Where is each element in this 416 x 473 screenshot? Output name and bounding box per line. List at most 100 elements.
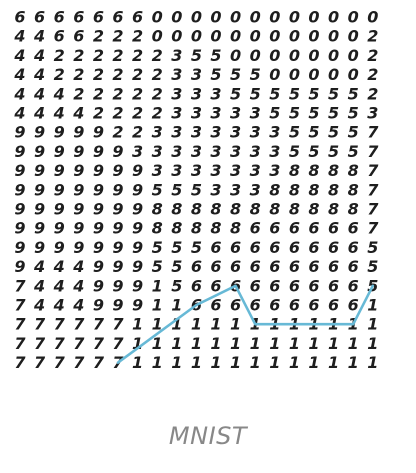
digit-cell: 9 <box>14 257 25 276</box>
digit-cell: 4 <box>33 27 45 46</box>
digit-cell: 3 <box>191 104 202 123</box>
digit-cell: 1 <box>171 334 182 353</box>
digit-cell: 6 <box>250 276 261 295</box>
digit-cell: 2 <box>132 84 143 103</box>
digit-cell: 7 <box>367 200 379 219</box>
digit-cell: 3 <box>210 123 221 142</box>
digit-cell: 7 <box>14 296 26 315</box>
digit-cell: 1 <box>210 315 221 334</box>
digit-cell: 9 <box>73 219 84 238</box>
digit-cell: 7 <box>367 161 379 180</box>
digit-cell: 9 <box>132 200 143 219</box>
digit-cell: 2 <box>112 27 123 46</box>
digit-cell: 5 <box>308 142 319 161</box>
digit-cell: 6 <box>308 257 319 276</box>
digit-cell: 3 <box>171 46 182 65</box>
digit-cell: 3 <box>210 180 221 199</box>
digit-cell: 0 <box>328 65 339 84</box>
digit-cell: 0 <box>308 46 319 65</box>
digit-cell: 3 <box>152 123 163 142</box>
digit-cell: 6 <box>269 238 280 257</box>
digit-cell: 8 <box>348 161 359 180</box>
digit-cell: 5 <box>328 123 339 142</box>
digit-cell: 5 <box>250 65 261 84</box>
digit-cell: 4 <box>72 104 84 123</box>
digit-cell: 7 <box>367 123 379 142</box>
digit-cell: 5 <box>348 84 359 103</box>
digit-cell: 6 <box>210 276 221 295</box>
digit-cell: 4 <box>13 65 25 84</box>
digit-cell: 9 <box>73 142 84 161</box>
digit-cell: 7 <box>34 334 46 353</box>
digit-cell: 3 <box>171 84 182 103</box>
digit-cell: 6 <box>54 8 65 27</box>
digit-cell: 9 <box>54 142 65 161</box>
digit-cell: 6 <box>250 296 261 315</box>
digit-cell: 0 <box>367 8 378 27</box>
digit-cell: 9 <box>73 180 84 199</box>
digit-cell: 9 <box>54 238 65 257</box>
digit-cell: 5 <box>230 84 241 103</box>
digit-cell: 1 <box>152 296 163 315</box>
digit-cell: 9 <box>34 142 45 161</box>
digit-cell: 0 <box>269 65 280 84</box>
digit-cell: 7 <box>54 315 66 334</box>
digit-cell: 6 <box>93 8 104 27</box>
digit-cell: 5 <box>289 104 300 123</box>
digit-cell: 1 <box>210 353 221 372</box>
digit-cell: 0 <box>152 8 163 27</box>
digit-cell: 9 <box>14 200 25 219</box>
digit-cell: 6 <box>348 238 359 257</box>
digit-cell: 6 <box>14 8 25 27</box>
digit-cell: 0 <box>230 27 241 46</box>
digit-cell: 0 <box>348 46 359 65</box>
digit-cell: 6 <box>328 219 339 238</box>
digit-cell: 3 <box>171 65 182 84</box>
digit-cell: 0 <box>269 46 280 65</box>
digit-cell: 4 <box>53 257 65 276</box>
digit-cell: 4 <box>33 104 45 123</box>
digit-cell: 7 <box>93 353 105 372</box>
digit-cell: 2 <box>152 65 163 84</box>
digit-cell: 6 <box>112 8 123 27</box>
digit-cell: 1 <box>348 334 359 353</box>
digit-cell: 8 <box>308 161 319 180</box>
digit-cell: 8 <box>269 180 280 199</box>
digit-cell: 3 <box>230 123 241 142</box>
digit-cell: 4 <box>13 104 25 123</box>
digit-cell: 2 <box>93 46 104 65</box>
digit-cell: 5 <box>250 84 261 103</box>
digit-cell: 6 <box>348 296 359 315</box>
digit-cell: 8 <box>250 200 261 219</box>
digit-cell: 9 <box>93 276 104 295</box>
digit-cell: 1 <box>289 334 300 353</box>
digit-cell: 9 <box>93 200 104 219</box>
digit-cell: 9 <box>14 238 25 257</box>
digit-cell: 3 <box>367 104 378 123</box>
digit-cell: 6 <box>250 238 261 257</box>
digit-cell: 9 <box>132 180 143 199</box>
digit-cell: 3 <box>230 180 241 199</box>
digit-cell: 2 <box>93 84 104 103</box>
digit-cell: 0 <box>250 8 261 27</box>
digit-cell: 2 <box>367 46 378 65</box>
digit-cell: 0 <box>328 8 339 27</box>
digit-cell: 3 <box>171 123 182 142</box>
digit-cell: 7 <box>73 353 85 372</box>
digit-cell: 3 <box>191 142 202 161</box>
digit-cell: 9 <box>34 161 45 180</box>
digit-cell: 1 <box>367 353 378 372</box>
digit-cell: 3 <box>250 123 261 142</box>
digit-cell: 7 <box>54 334 66 353</box>
manifold-svg: 6 6 6 6 6 6 6 0 0 0 0 0 0 0 0 0 0 0 04 4 6 6 2 2 2 0 0 0 0 0 0 0 0 0 0 0 24 4… <box>13 8 379 373</box>
digit-cell: 5 <box>152 180 163 199</box>
digit-cell: 8 <box>289 161 300 180</box>
digit-cell: 1 <box>289 353 300 372</box>
digit-cell: 3 <box>210 104 221 123</box>
digit-cell: 8 <box>171 219 182 238</box>
digit-cell: 2 <box>152 46 163 65</box>
digit-cell: 7 <box>73 315 85 334</box>
digit-cell: 1 <box>250 334 261 353</box>
digit-cell: 8 <box>210 200 221 219</box>
digit-cell: 8 <box>308 200 319 219</box>
